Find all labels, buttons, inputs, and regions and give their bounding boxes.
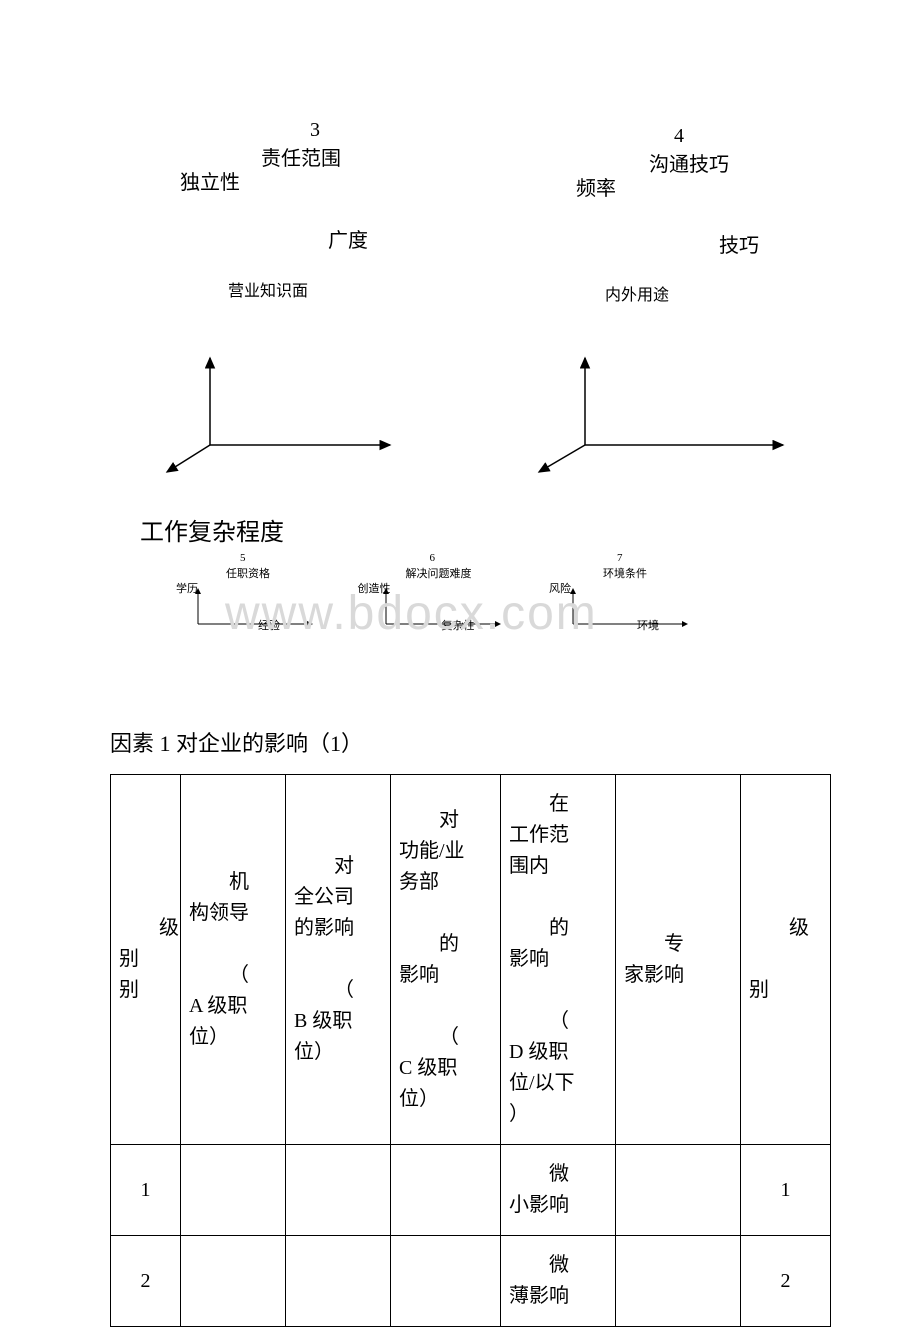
hdr-level-left-sub: 别 — [119, 975, 172, 1006]
r2-level-r: 2 — [741, 1236, 831, 1327]
r2-d: 微 薄影响 — [501, 1236, 616, 1327]
hdr-level-right: 级 别 — [741, 775, 831, 1145]
table-row: 2 微 薄影响 2 — [111, 1236, 831, 1327]
r1-level-l: 1 — [111, 1145, 181, 1236]
hdr-col-d: 在 工作范 围内 的 影响 （ D 级职 位/以下 ） — [501, 775, 616, 1145]
diagram4-label-e: 技巧 — [719, 229, 759, 258]
diagram3-label-s: 营业知识面 — [228, 277, 308, 301]
r1-c — [391, 1145, 501, 1236]
diagram4-label-s: 内外用途 — [605, 281, 669, 305]
table-row: 1 微 小影响 1 — [111, 1145, 831, 1236]
diagram3-label-nw: 独立性 — [180, 166, 240, 195]
diagram3-title: 责任范围 — [261, 142, 341, 171]
r1-b — [286, 1145, 391, 1236]
r1-d: 微 小影响 — [501, 1145, 616, 1236]
diagram6-title: 解决问题难度 — [406, 565, 472, 581]
r2-a — [181, 1236, 286, 1327]
diagram4-number: 4 — [674, 125, 684, 148]
r2-e — [616, 1236, 741, 1327]
hdr-col-b: 对 全公司 的影响 （ B 级职 位） — [286, 775, 391, 1145]
hdr-col-c: 对 功能/业 务部 的 影响 （ C 级职 位） — [391, 775, 501, 1145]
hdr-col-e: 专 家影响 — [616, 775, 741, 1145]
diagram7-title: 环境条件 — [603, 565, 647, 581]
diagram3-label-e: 广度 — [328, 224, 368, 253]
r1-a — [181, 1145, 286, 1236]
diagram4-label-nw: 频率 — [576, 172, 616, 201]
hdr-col-a: 机 构领导 （ A 级职 位） — [181, 775, 286, 1145]
r2-c — [391, 1236, 501, 1327]
diagram3-number: 3 — [310, 119, 320, 142]
diagram7-xlabel: 环境 — [637, 617, 659, 633]
diagram7-num: 7 — [617, 552, 623, 564]
diagram5-title: 任职资格 — [226, 565, 270, 581]
diagram6-num: 6 — [430, 552, 436, 564]
r1-level-r: 1 — [741, 1145, 831, 1236]
r2-level-l: 2 — [111, 1236, 181, 1327]
table-header-row: 级别 别 机 构领导 （ A 级职 位） 对 全公司 的影响 （ B 级职 位） — [111, 775, 831, 1145]
watermark: www.bdocx.com — [225, 586, 598, 641]
table-title: 因素 1 对企业的影响（1） — [110, 726, 363, 758]
r2-b — [286, 1236, 391, 1327]
mid-section-title: 工作复杂程度 — [140, 512, 284, 547]
r1-e — [616, 1145, 741, 1236]
axis-3d-right — [525, 350, 795, 480]
axis-3d-left — [155, 350, 405, 480]
factor-table: 级别 别 机 构领导 （ A 级职 位） 对 全公司 的影响 （ B 级职 位） — [110, 774, 831, 1327]
diagram5-num: 5 — [240, 552, 246, 564]
hdr-level-left: 级别 别 — [111, 775, 181, 1145]
diagram4-title: 沟通技巧 — [649, 148, 729, 177]
